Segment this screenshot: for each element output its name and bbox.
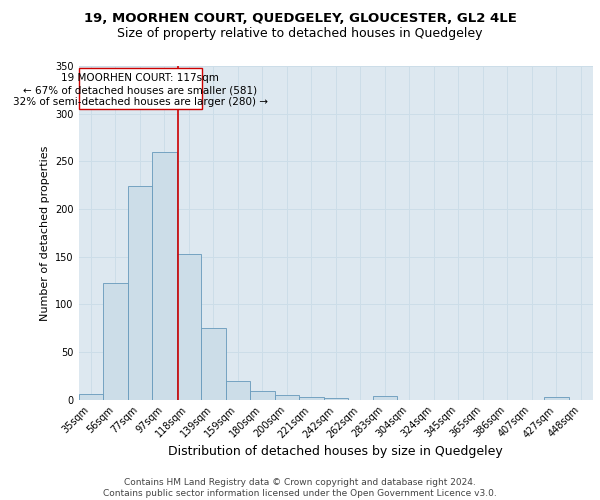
X-axis label: Distribution of detached houses by size in Quedgeley: Distribution of detached houses by size … <box>169 445 503 458</box>
Text: Contains HM Land Registry data © Crown copyright and database right 2024.
Contai: Contains HM Land Registry data © Crown c… <box>103 478 497 498</box>
Bar <box>275 395 299 400</box>
FancyBboxPatch shape <box>79 68 202 109</box>
Text: Size of property relative to detached houses in Quedgeley: Size of property relative to detached ho… <box>117 28 483 40</box>
Bar <box>176 254 201 400</box>
Y-axis label: Number of detached properties: Number of detached properties <box>40 145 50 320</box>
Bar <box>201 328 226 400</box>
Text: 19, MOORHEN COURT, QUEDGELEY, GLOUCESTER, GL2 4LE: 19, MOORHEN COURT, QUEDGELEY, GLOUCESTER… <box>83 12 517 26</box>
Bar <box>79 394 103 400</box>
Bar <box>544 397 569 400</box>
Bar <box>152 152 176 400</box>
Bar <box>299 397 323 400</box>
Bar <box>103 284 128 400</box>
Bar <box>226 380 250 400</box>
Text: ← 67% of detached houses are smaller (581): ← 67% of detached houses are smaller (58… <box>23 85 257 95</box>
Bar <box>373 396 397 400</box>
Text: 19 MOORHEN COURT: 117sqm: 19 MOORHEN COURT: 117sqm <box>61 72 220 83</box>
Text: 32% of semi-detached houses are larger (280) →: 32% of semi-detached houses are larger (… <box>13 98 268 108</box>
Bar <box>128 186 152 400</box>
Bar <box>250 391 275 400</box>
Bar <box>323 398 348 400</box>
